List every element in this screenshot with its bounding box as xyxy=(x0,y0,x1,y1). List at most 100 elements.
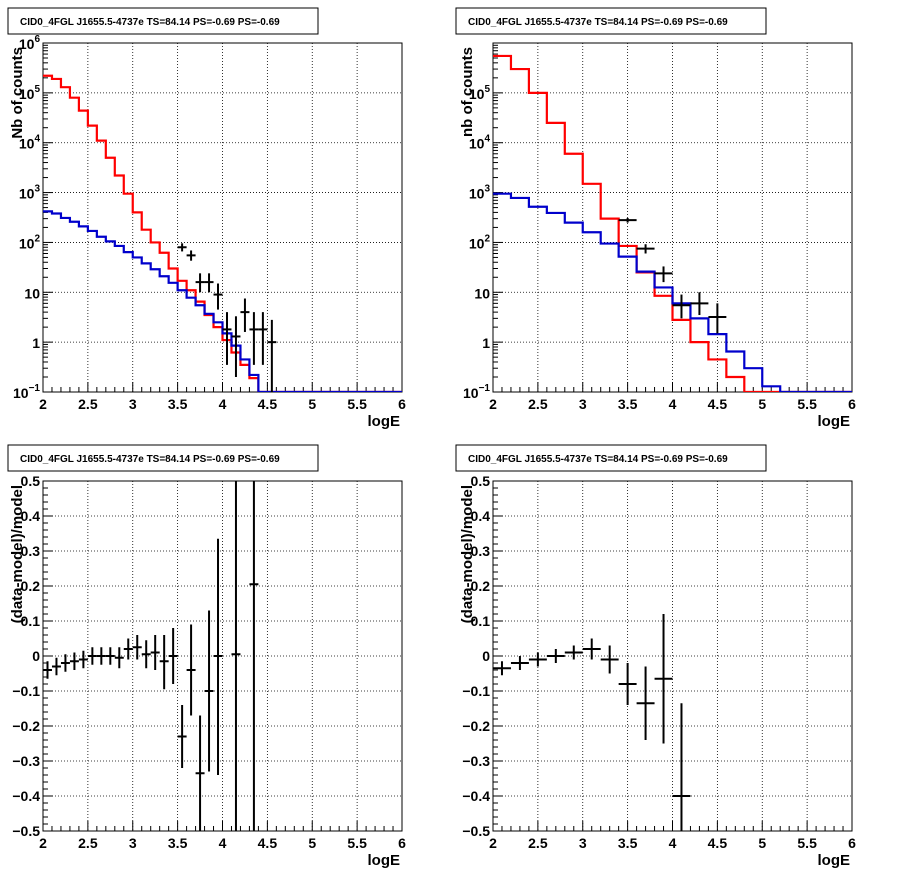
y-tick-base: 10 xyxy=(469,86,485,102)
x-tick-label: 4.5 xyxy=(258,396,278,412)
y-tick-base: 10 xyxy=(469,136,485,152)
y-tick-exp: −1 xyxy=(29,383,41,394)
data-point xyxy=(249,312,259,365)
y-tick-label: −0.3 xyxy=(12,753,40,769)
data-point xyxy=(150,635,160,670)
y-tick-label: 104 xyxy=(19,134,41,152)
data-point xyxy=(132,635,142,660)
data-point xyxy=(493,661,511,676)
x-tick-label: 4.5 xyxy=(708,835,728,851)
y-tick-label: 10 xyxy=(474,285,490,301)
x-tick-label: 2.5 xyxy=(528,835,548,851)
y-tick-base: 10 xyxy=(469,235,485,251)
y-tick-label: 1 xyxy=(482,335,490,351)
y-tick-label: 103 xyxy=(19,184,41,202)
y-axis-label: (data-model)/model xyxy=(459,485,476,623)
x-tick-label: 3.5 xyxy=(168,396,188,412)
x-tick-label: 3 xyxy=(579,835,587,851)
data-point xyxy=(213,283,223,310)
x-tick-label: 4.5 xyxy=(708,396,728,412)
chart-panel-2: CID0_4FGL J1655.5-4737e TS=84.14 PS=-0.6… xyxy=(455,7,856,430)
data-point xyxy=(177,243,187,252)
data-point xyxy=(618,663,637,705)
y-tick-label: −0.3 xyxy=(462,753,490,769)
x-tick-label: 5 xyxy=(308,396,316,412)
y-tick-base: 10 xyxy=(19,86,35,102)
title-box xyxy=(7,7,319,35)
plot-area xyxy=(493,614,691,831)
chart-panel-3: CID0_4FGL J1655.5-4737e TS=84.14 PS=-0.6… xyxy=(7,444,406,869)
data-point xyxy=(204,610,214,772)
chart-title: CID0_4FGL J1655.5-4737e TS=84.14 PS=-0.6… xyxy=(468,17,728,28)
y-tick-label: 0 xyxy=(482,648,490,664)
x-tick-label: 3.5 xyxy=(618,396,638,412)
data-point xyxy=(231,316,241,377)
x-tick-label: 5.5 xyxy=(797,835,817,851)
data-point xyxy=(654,614,673,744)
y-tick-label: 0.4 xyxy=(471,508,491,524)
data-point xyxy=(708,303,727,334)
data-point xyxy=(672,703,691,831)
data-point xyxy=(672,294,691,319)
data-point xyxy=(186,624,196,716)
y-tick-base: 10 xyxy=(19,36,35,52)
data-point xyxy=(51,657,61,676)
data-point xyxy=(105,647,115,665)
data-point xyxy=(195,273,205,293)
y-tick-label: 10−1 xyxy=(13,383,40,401)
y-tick-exp: 2 xyxy=(34,233,40,244)
data-point xyxy=(204,273,214,293)
y-tick-label: 0 xyxy=(32,648,40,664)
y-tick-exp: 4 xyxy=(484,134,490,145)
chart-panel-1: CID0_4FGL J1655.5-4737e TS=84.14 PS=-0.6… xyxy=(7,7,406,430)
data-point xyxy=(213,538,223,775)
y-tick-label: 10−1 xyxy=(463,383,490,401)
x-tick-label: 6 xyxy=(848,396,856,412)
y-tick-label: 1 xyxy=(32,335,40,351)
series-background-step xyxy=(493,192,852,392)
data-point xyxy=(60,654,70,672)
x-tick-label: 5 xyxy=(308,835,316,851)
x-tick-label: 2.5 xyxy=(528,396,548,412)
x-axis-label: logE xyxy=(818,413,851,430)
x-tick-label: 2.5 xyxy=(78,396,98,412)
x-tick-label: 5.5 xyxy=(347,835,367,851)
chart-title: CID0_4FGL J1655.5-4737e TS=84.14 PS=-0.6… xyxy=(20,454,280,465)
data-point xyxy=(222,312,232,365)
plot-area xyxy=(43,74,402,392)
y-tick-label: −0.5 xyxy=(462,823,490,839)
x-tick-label: 5 xyxy=(758,396,766,412)
y-tick-label: −0.1 xyxy=(462,683,490,699)
data-point xyxy=(195,715,205,831)
y-tick-label: 0.4 xyxy=(21,508,41,524)
x-tick-label: 3 xyxy=(129,396,137,412)
x-tick-label: 4.5 xyxy=(258,835,278,851)
grid xyxy=(43,43,402,392)
data-point xyxy=(267,319,277,392)
x-tick-label: 5.5 xyxy=(347,396,367,412)
x-tick-label: 3 xyxy=(579,396,587,412)
y-tick-base: 10 xyxy=(474,285,490,301)
data-point xyxy=(564,645,583,660)
x-tick-label: 5.5 xyxy=(797,396,817,412)
y-tick-exp: 3 xyxy=(484,184,490,195)
data-point xyxy=(240,298,250,332)
title-box xyxy=(7,444,319,472)
y-tick-label: −0.2 xyxy=(462,718,490,734)
y-tick-label: 10 xyxy=(24,285,40,301)
y-tick-base: 1 xyxy=(32,335,40,351)
data-point xyxy=(159,635,169,690)
data-point xyxy=(43,661,52,679)
y-tick-exp: 5 xyxy=(34,84,40,95)
x-tick-label: 2 xyxy=(489,396,497,412)
y-tick-base: 10 xyxy=(463,385,479,401)
y-tick-label: −0.4 xyxy=(12,788,40,804)
y-tick-label: −0.1 xyxy=(12,683,40,699)
title-box xyxy=(455,7,767,35)
data-point xyxy=(141,640,151,669)
plot-area xyxy=(43,481,259,831)
y-tick-label: 0.3 xyxy=(21,543,41,559)
y-tick-base: 10 xyxy=(19,235,35,251)
x-tick-label: 2.5 xyxy=(78,835,98,851)
y-tick-label: 105 xyxy=(19,84,41,102)
